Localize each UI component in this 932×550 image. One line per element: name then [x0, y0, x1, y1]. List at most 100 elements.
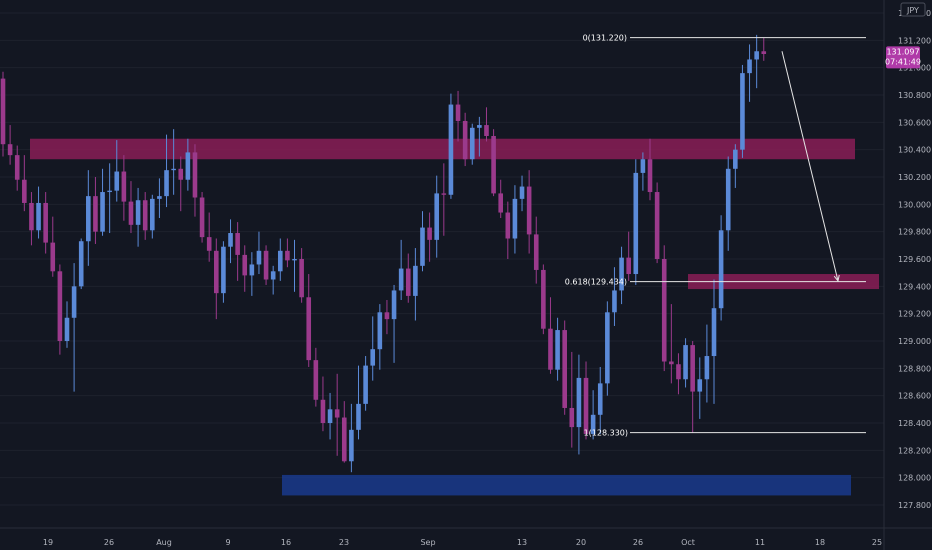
- candle: [434, 175, 440, 258]
- candle-body: [498, 193, 503, 213]
- time-tick-label: 20: [576, 538, 586, 547]
- time-tick-label: 16: [281, 538, 291, 547]
- current-price-value: 131.097: [886, 47, 919, 56]
- candle: [7, 125, 13, 165]
- candle: [199, 192, 205, 243]
- candle-body: [469, 127, 475, 160]
- candle: [270, 265, 276, 295]
- projection-arrow: [781, 51, 840, 282]
- candle-body: [697, 379, 703, 392]
- candle-body: [733, 149, 738, 169]
- candle: [391, 284, 397, 363]
- price-tick-label: 130.200: [898, 173, 931, 182]
- candle-body: [334, 409, 340, 418]
- candle: [455, 90, 461, 142]
- candle-body: [93, 196, 98, 232]
- candle: [633, 159, 639, 285]
- candle: [206, 212, 212, 262]
- candle: [263, 245, 269, 285]
- candle-body: [206, 237, 212, 251]
- candle: [214, 238, 219, 320]
- candle: [313, 347, 319, 407]
- candle-body: [0, 78, 6, 145]
- candle-body: [370, 349, 376, 366]
- candle-body: [164, 170, 169, 197]
- candle: [605, 301, 610, 396]
- candle: [597, 366, 603, 434]
- candle: [178, 156, 184, 212]
- candle: [697, 357, 703, 419]
- current-price-tag: 131.097 07:41:49: [885, 46, 921, 69]
- candle-body: [669, 361, 674, 365]
- support-zone[interactable]: [282, 474, 851, 496]
- resistance-zone[interactable]: [30, 138, 855, 160]
- candle: [590, 390, 596, 440]
- candle-body: [178, 168, 184, 180]
- price-tick-label: 130.600: [898, 118, 931, 127]
- candle: [93, 177, 98, 244]
- candle: [661, 245, 667, 372]
- candle-body: [150, 198, 155, 231]
- candle-body: [320, 399, 326, 423]
- candle-body: [292, 259, 297, 261]
- candle: [228, 219, 233, 264]
- candle-body: [434, 193, 440, 240]
- candle: [107, 163, 112, 234]
- time-tick-label: 18: [815, 538, 825, 547]
- candle: [171, 129, 176, 195]
- candle-body: [683, 345, 688, 380]
- fib-level[interactable]: 0(131.220): [583, 34, 866, 43]
- fib-level[interactable]: 0.618(129.434): [565, 278, 866, 287]
- time-tick-label: 26: [633, 538, 643, 547]
- candle: [398, 239, 404, 300]
- candle-body: [526, 186, 532, 235]
- fib-level-label: 0(131.220): [583, 34, 627, 43]
- candle-body: [228, 233, 233, 247]
- candle-body: [86, 196, 91, 242]
- candle-body: [583, 377, 589, 434]
- candle: [413, 248, 418, 321]
- price-zones: [30, 138, 879, 496]
- candle-body: [576, 377, 582, 428]
- candle-body: [78, 241, 84, 287]
- time-tick-label: 19: [43, 538, 53, 547]
- candle: [725, 156, 731, 251]
- candle-body: [349, 429, 354, 462]
- candle-body: [135, 200, 141, 225]
- time-axis[interactable]: 19 26 Aug 9 16 23 Sep 13 20 26 Oct 11 18 25: [43, 538, 882, 547]
- price-tick-label: 128.400: [898, 419, 931, 428]
- candle: [14, 145, 20, 191]
- candle: [150, 194, 155, 239]
- candle-body: [36, 202, 41, 231]
- candle-body: [7, 144, 13, 156]
- time-tick-label: 11: [755, 538, 765, 547]
- candle: [192, 144, 198, 217]
- candle: [519, 175, 525, 212]
- candle-body: [512, 198, 518, 239]
- symbol-badge-label: JPY: [906, 6, 919, 15]
- candle-body: [690, 345, 695, 392]
- candle: [164, 134, 169, 208]
- candle-body: [43, 202, 48, 243]
- candle: [235, 222, 240, 281]
- symbol-badge[interactable]: JPY: [900, 2, 926, 17]
- candle: [647, 138, 653, 201]
- candle-body: [363, 365, 368, 404]
- candle-body: [128, 201, 134, 225]
- candle-body: [270, 271, 276, 280]
- candle: [718, 215, 724, 321]
- fib-level[interactable]: 1(128.330): [584, 429, 866, 438]
- candle: [669, 304, 674, 384]
- candle-body: [192, 152, 198, 198]
- candle-body: [100, 192, 105, 232]
- candle-body: [541, 269, 546, 329]
- candle: [356, 365, 361, 440]
- candle-body: [263, 250, 269, 280]
- candle-body: [590, 414, 596, 434]
- candle-body: [491, 136, 496, 194]
- candle: [747, 44, 752, 102]
- candle: [761, 37, 767, 61]
- candle: [441, 163, 447, 236]
- candle-body: [171, 168, 176, 171]
